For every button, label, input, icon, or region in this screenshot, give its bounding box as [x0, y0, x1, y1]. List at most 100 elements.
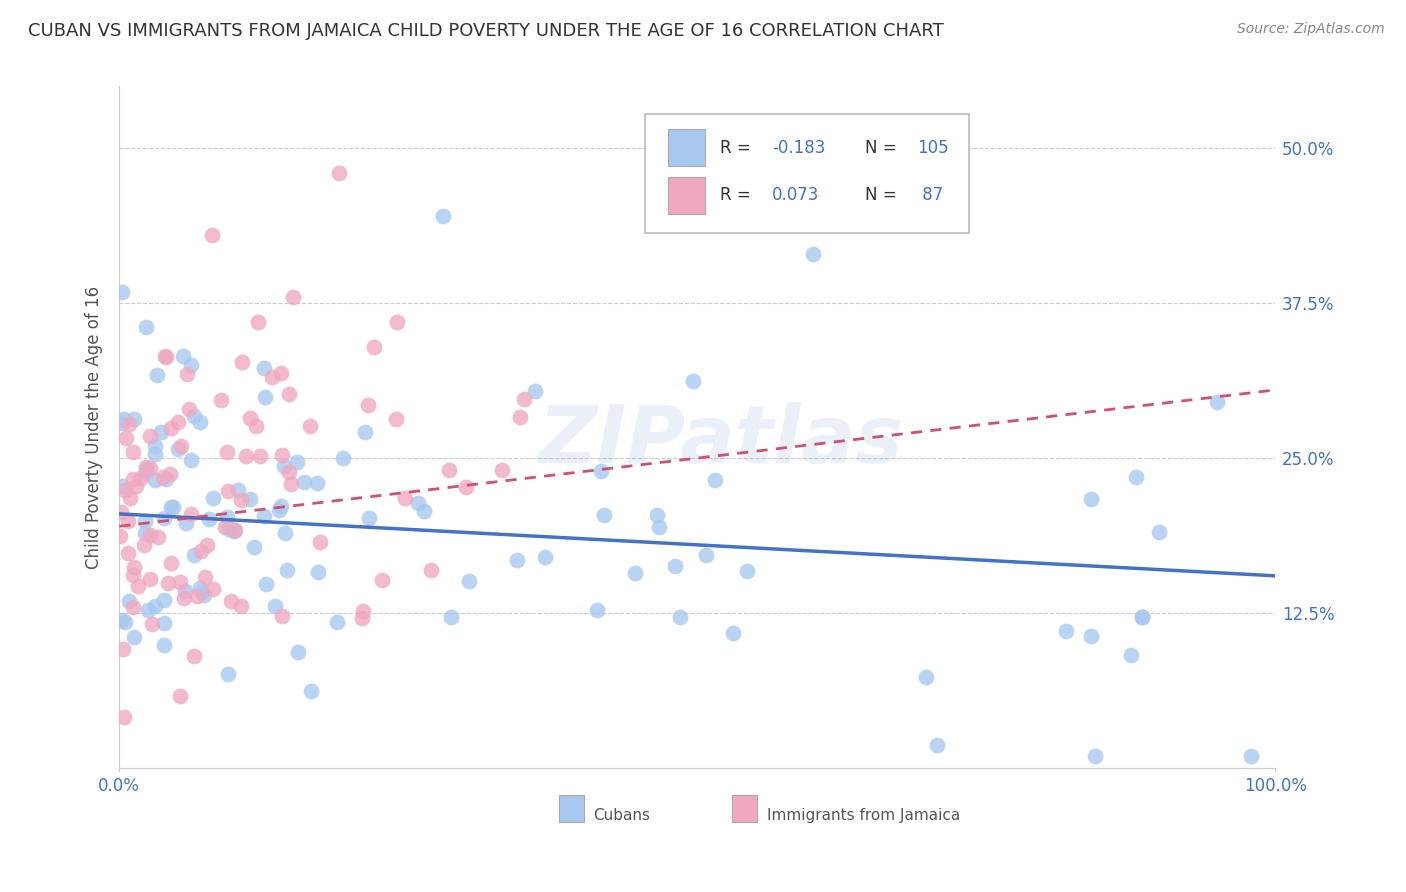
Point — [226, 483, 249, 497]
Point — [277, 387, 299, 401]
FancyBboxPatch shape — [733, 795, 758, 822]
Text: R =: R = — [720, 186, 756, 204]
Point — [695, 548, 717, 562]
Point — [353, 425, 375, 440]
Text: R =: R = — [720, 138, 756, 157]
Point — [363, 340, 385, 354]
Point — [664, 559, 686, 574]
Point — [135, 466, 157, 480]
Point — [176, 516, 198, 531]
Point — [146, 368, 169, 382]
Point — [125, 479, 148, 493]
Point — [143, 447, 166, 461]
Point — [534, 550, 557, 565]
Point — [1125, 469, 1147, 483]
Point — [166, 415, 188, 429]
Point — [243, 540, 266, 554]
Point — [491, 463, 513, 477]
Point — [127, 579, 149, 593]
Point — [350, 611, 373, 625]
Point — [139, 429, 162, 443]
Point — [224, 523, 246, 537]
Point — [432, 210, 454, 224]
Point — [440, 610, 463, 624]
Point — [412, 504, 434, 518]
Point — [201, 228, 224, 243]
Point — [180, 507, 202, 521]
Point — [263, 599, 285, 614]
Text: N =: N = — [865, 186, 901, 204]
Point — [152, 592, 174, 607]
Point — [277, 465, 299, 479]
Point — [1084, 748, 1107, 763]
Text: -0.183: -0.183 — [772, 138, 825, 157]
Point — [155, 472, 177, 486]
Point — [1054, 624, 1077, 639]
Point — [271, 609, 294, 624]
Point — [179, 401, 201, 416]
FancyBboxPatch shape — [645, 113, 969, 233]
Point — [457, 574, 479, 588]
Point — [157, 576, 180, 591]
Point — [136, 603, 159, 617]
Point — [143, 439, 166, 453]
Point — [146, 530, 169, 544]
Point — [217, 666, 239, 681]
Point — [170, 439, 193, 453]
Point — [385, 315, 408, 329]
Point — [915, 670, 938, 684]
Point — [509, 409, 531, 424]
Point — [118, 593, 141, 607]
Point — [406, 495, 429, 509]
Point — [439, 463, 461, 477]
Point — [357, 398, 380, 412]
Point — [1080, 628, 1102, 642]
Point — [143, 599, 166, 613]
Point — [1130, 609, 1153, 624]
Point — [298, 418, 321, 433]
Point — [145, 473, 167, 487]
Point — [112, 412, 135, 426]
Point — [593, 508, 616, 522]
Point — [134, 538, 156, 552]
Point — [122, 560, 145, 574]
Point — [801, 246, 824, 260]
Point — [112, 709, 135, 723]
Point — [172, 349, 194, 363]
Point — [139, 573, 162, 587]
Point — [219, 593, 242, 607]
Point — [129, 471, 152, 485]
Point — [197, 512, 219, 526]
Point — [735, 564, 758, 578]
Point — [253, 509, 276, 524]
Point — [152, 615, 174, 630]
Point — [201, 491, 224, 506]
Point — [173, 591, 195, 605]
Point — [305, 476, 328, 491]
Point — [121, 599, 143, 614]
Point — [224, 523, 246, 537]
Point — [262, 369, 284, 384]
Point — [150, 425, 173, 439]
Point — [352, 605, 374, 619]
Point — [648, 520, 671, 534]
Point — [270, 366, 292, 380]
Point — [215, 509, 238, 524]
Point — [1206, 395, 1229, 409]
Point — [308, 534, 330, 549]
Point — [202, 582, 225, 596]
Point — [110, 505, 132, 519]
Point — [153, 350, 176, 364]
Point — [246, 315, 269, 329]
Point — [153, 638, 176, 652]
Point — [218, 522, 240, 536]
Point — [141, 617, 163, 632]
Point — [253, 361, 276, 376]
Point — [669, 609, 692, 624]
Point — [239, 492, 262, 507]
Point — [585, 603, 607, 617]
Text: 105: 105 — [917, 138, 949, 157]
Point — [229, 493, 252, 508]
Point — [214, 520, 236, 534]
Y-axis label: Child Poverty Under the Age of 16: Child Poverty Under the Age of 16 — [86, 285, 103, 569]
